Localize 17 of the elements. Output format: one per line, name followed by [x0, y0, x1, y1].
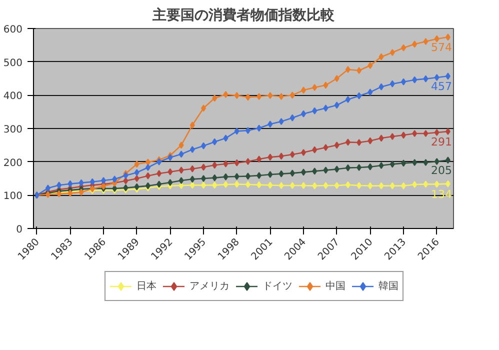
y-tick-label: 600 [3, 24, 23, 36]
data-label: 205 [430, 164, 452, 178]
legend-label: 中国 [326, 280, 346, 293]
legend-label: 日本 [136, 280, 156, 293]
y-tick-label: 100 [3, 191, 23, 202]
data-label: 291 [430, 136, 452, 148]
legend-label: 韓国 [378, 280, 398, 293]
data-label: 457 [430, 80, 452, 94]
legend-label: アメリカ [190, 280, 230, 293]
y-tick-label: 500 [3, 58, 23, 69]
y-tick-label: 200 [3, 158, 23, 169]
legend-label: ドイツ [262, 280, 292, 293]
y-tick-label: 400 [3, 91, 23, 102]
y-tick-label: 300 [3, 124, 23, 136]
data-label: 574 [430, 41, 452, 54]
chart-title: 主要国の消費者物価指数比較 [152, 6, 336, 24]
y-tick-label: 0 [16, 224, 23, 236]
